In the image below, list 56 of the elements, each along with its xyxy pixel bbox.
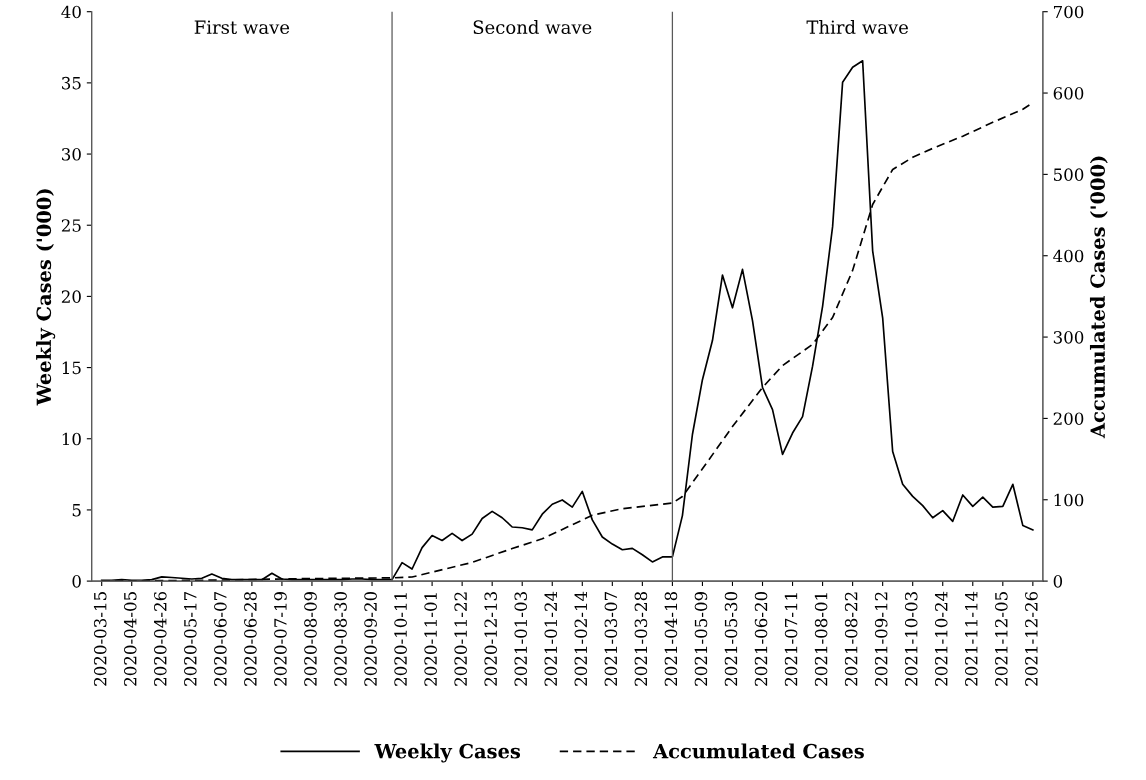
x-tick-label: 2020-04-26 <box>154 591 167 686</box>
x-tick-label: 2021-05-09 <box>694 591 708 686</box>
x-tick-label: 2021-03-28 <box>634 591 648 686</box>
y2-tick-label: 300 <box>1053 331 1084 344</box>
y2-tick-label: 100 <box>1054 493 1084 507</box>
y-tick-label: 35 <box>62 76 81 90</box>
x-tick-label: 2021-12-26 <box>1025 591 1038 686</box>
legend-label: Weekly Cases <box>374 743 521 763</box>
x-tick-label: 2021-01-24 <box>544 591 558 686</box>
x-tick-label: 2020-08-30 <box>334 591 347 686</box>
x-tick-label: 2021-04-18 <box>664 591 678 686</box>
y2-tick-label: 0 <box>1053 575 1063 588</box>
y2-tick-label: 600 <box>1053 87 1084 100</box>
x-tick-label: 2021-03-07 <box>604 592 618 686</box>
x-tick-label: 2021-10-03 <box>904 592 918 686</box>
x-tick-label: 2020-06-07 <box>214 592 227 686</box>
x-tick-label: 2021-01-03 <box>514 592 528 686</box>
x-tick-label: 2020-06-28 <box>244 591 257 686</box>
y2-tick-label: 400 <box>1053 249 1084 263</box>
y-tick-label: 5 <box>72 504 81 517</box>
legend-label: Accumulated Cases <box>652 743 864 759</box>
annotation: Second wave <box>473 20 592 35</box>
x-tick-label: 2021-02-14 <box>574 591 588 686</box>
annotation: First wave <box>194 20 290 35</box>
annotation: Third wave <box>806 20 908 35</box>
x-tick-label: 2020-07-19 <box>274 591 287 686</box>
y-tick-label: 25 <box>61 219 81 232</box>
y2-tick-label: 700 <box>1053 5 1084 19</box>
x-tick-label: 2020-11-22 <box>454 592 467 686</box>
x-tick-label: 2021-10-24 <box>934 591 948 686</box>
x-tick-label: 2020-11-01 <box>424 593 437 686</box>
x-tick-label: 2021-05-30 <box>724 591 738 686</box>
x-tick-label: 2020-03-15 <box>93 592 107 686</box>
x-tick-label: 2021-07-11 <box>784 593 798 686</box>
x-tick-label: 2021-08-22 <box>844 592 858 686</box>
y-tick-label: 40 <box>61 5 81 19</box>
y-tick-label: 20 <box>61 290 81 303</box>
y-tick-label: 10 <box>62 432 81 446</box>
x-tick-label: 2021-11-14 <box>965 591 978 686</box>
x-tick-label: 2020-10-11 <box>394 593 407 686</box>
y-axis-title: Weekly Cases ('000) <box>36 189 56 406</box>
x-tick-label: 2021-09-12 <box>874 592 888 686</box>
y2-tick-label: 500 <box>1054 168 1084 181</box>
x-tick-label: 2021-12-05 <box>995 592 1008 686</box>
x-tick-label: 2020-09-20 <box>364 591 377 686</box>
y-tick-label: 15 <box>62 361 81 375</box>
x-tick-label: 2021-08-01 <box>814 593 828 686</box>
x-tick-label: 2021-06-20 <box>754 591 768 686</box>
x-tick-label: 2020-08-09 <box>304 591 317 686</box>
y-tick-label: 0 <box>72 575 81 588</box>
x-tick-label: 2020-05-17 <box>184 592 197 686</box>
y-tick-label: 30 <box>62 148 81 161</box>
y2-tick-label: 200 <box>1053 412 1084 425</box>
y2-axis-title: Accumulated Cases ('000) <box>1089 156 1108 439</box>
x-tick-label: 2020-12-13 <box>484 592 498 686</box>
x-tick-label: 2020-04-05 <box>123 592 137 686</box>
